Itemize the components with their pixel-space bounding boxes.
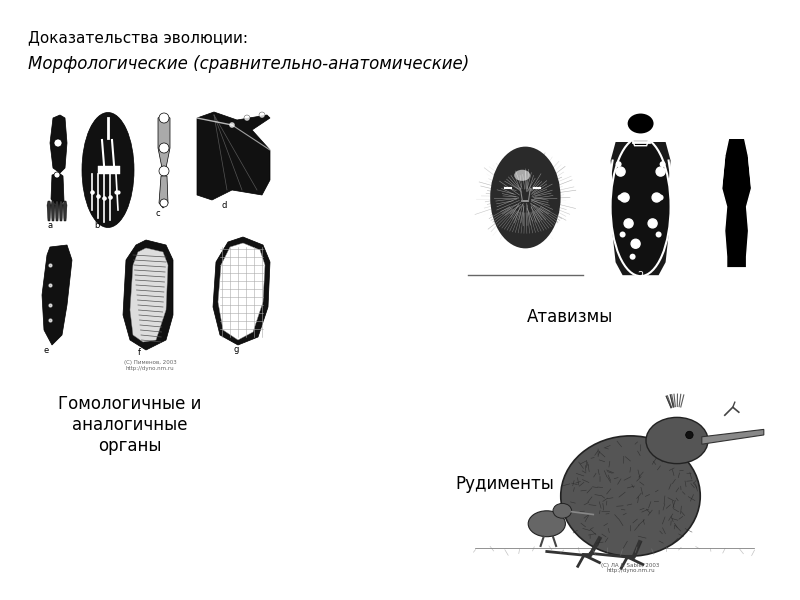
Polygon shape xyxy=(63,201,67,221)
Polygon shape xyxy=(610,142,670,275)
Circle shape xyxy=(54,139,62,147)
Circle shape xyxy=(656,167,665,176)
Polygon shape xyxy=(158,115,170,173)
Ellipse shape xyxy=(514,170,530,181)
Polygon shape xyxy=(50,115,67,173)
Circle shape xyxy=(686,431,693,439)
Circle shape xyxy=(616,161,622,167)
Circle shape xyxy=(648,219,657,228)
Text: e: e xyxy=(44,346,50,355)
Circle shape xyxy=(54,172,60,178)
Text: 1: 1 xyxy=(522,265,529,275)
Polygon shape xyxy=(702,430,764,444)
Text: Морфологические (сравнительно-анатомические): Морфологические (сравнительно-анатомичес… xyxy=(28,55,470,73)
Text: 2: 2 xyxy=(638,271,644,281)
Polygon shape xyxy=(51,173,64,205)
Bar xyxy=(98,166,120,174)
Circle shape xyxy=(616,167,625,176)
Ellipse shape xyxy=(646,418,708,464)
Circle shape xyxy=(159,113,169,123)
Circle shape xyxy=(624,219,633,228)
Text: g: g xyxy=(233,345,238,354)
Circle shape xyxy=(229,122,235,128)
Text: b: b xyxy=(94,221,99,230)
Ellipse shape xyxy=(626,112,654,134)
Ellipse shape xyxy=(561,436,700,556)
Ellipse shape xyxy=(610,137,670,276)
Circle shape xyxy=(159,166,169,176)
Circle shape xyxy=(618,194,624,200)
Polygon shape xyxy=(42,245,72,345)
Text: a: a xyxy=(47,221,52,230)
Polygon shape xyxy=(130,248,168,342)
Circle shape xyxy=(159,143,169,153)
Circle shape xyxy=(652,193,661,202)
Circle shape xyxy=(658,194,664,200)
Text: Гомологичные и
аналогичные
органы: Гомологичные и аналогичные органы xyxy=(58,395,202,455)
Text: Доказательства эволюции:: Доказательства эволюции: xyxy=(28,30,248,45)
Ellipse shape xyxy=(626,112,654,134)
Circle shape xyxy=(620,232,626,238)
Text: (C) Пименов, 2003
http://dyno.nm.ru: (C) Пименов, 2003 http://dyno.nm.ru xyxy=(124,360,176,371)
Text: Рудименты: Рудименты xyxy=(455,475,554,493)
Ellipse shape xyxy=(726,113,746,131)
Text: (C) ЛА & Sable, 2003
http://dyno.nm.ru: (C) ЛА & Sable, 2003 http://dyno.nm.ru xyxy=(602,563,660,574)
Ellipse shape xyxy=(553,503,571,518)
Circle shape xyxy=(656,232,662,238)
Polygon shape xyxy=(218,243,265,340)
Text: d: d xyxy=(222,201,227,210)
Polygon shape xyxy=(722,138,752,268)
Polygon shape xyxy=(197,112,270,200)
Ellipse shape xyxy=(490,146,561,248)
Text: c: c xyxy=(156,209,161,218)
Circle shape xyxy=(160,199,168,207)
Polygon shape xyxy=(610,142,670,275)
Circle shape xyxy=(631,239,640,248)
Circle shape xyxy=(659,161,666,167)
Polygon shape xyxy=(633,140,649,146)
Polygon shape xyxy=(123,240,173,350)
Polygon shape xyxy=(213,237,270,345)
Polygon shape xyxy=(159,176,168,208)
Text: f: f xyxy=(138,348,141,357)
Polygon shape xyxy=(59,201,63,221)
Polygon shape xyxy=(55,201,59,221)
Ellipse shape xyxy=(82,113,134,227)
Polygon shape xyxy=(47,201,51,221)
Polygon shape xyxy=(51,201,55,221)
Text: 3: 3 xyxy=(734,272,740,283)
Ellipse shape xyxy=(528,511,566,536)
Circle shape xyxy=(244,115,250,121)
Circle shape xyxy=(620,193,629,202)
Circle shape xyxy=(630,254,636,260)
Text: Атавизмы: Атавизмы xyxy=(527,308,613,326)
Circle shape xyxy=(259,112,265,118)
